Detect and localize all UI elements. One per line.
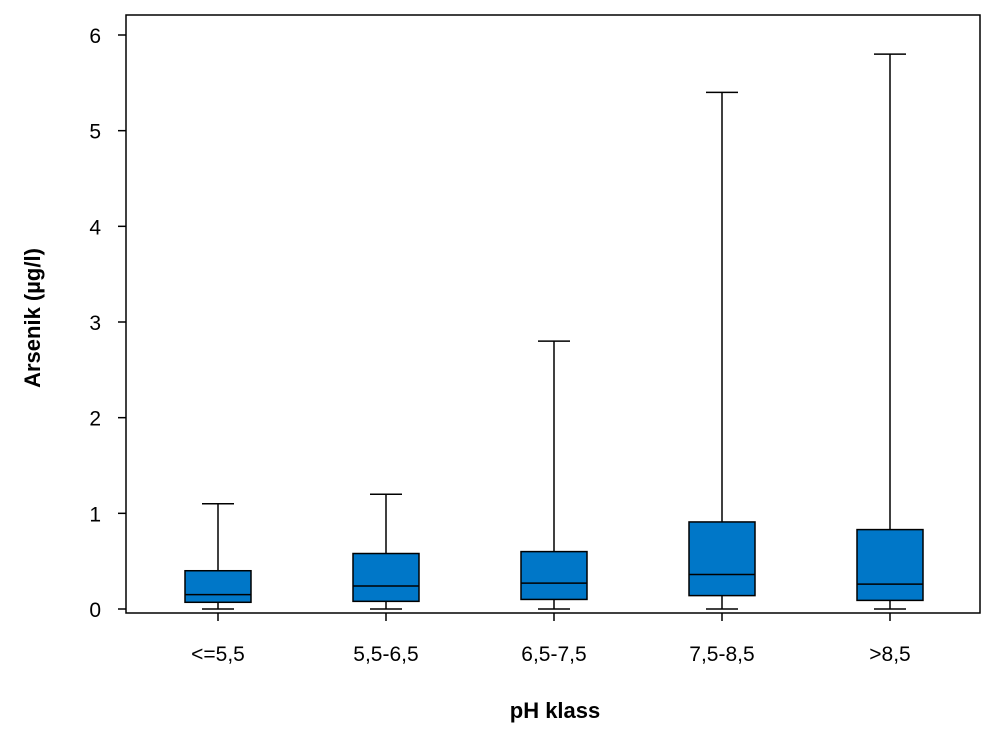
- iqr-box: [184, 569, 252, 604]
- box-group: [688, 91, 756, 610]
- y-axis-title: Arsenik (µg/l): [20, 248, 45, 388]
- y-tick-label: 1: [89, 503, 101, 526]
- iqr-box: [688, 521, 756, 597]
- box-group: [352, 493, 420, 610]
- box-group: [856, 53, 924, 610]
- x-tick-label: 5,5-6,5: [353, 643, 418, 666]
- box-group: [184, 503, 252, 610]
- x-axis-title: pH klass: [510, 698, 601, 723]
- plot-frame: [125, 14, 981, 614]
- x-tick-label: 7,5-8,5: [689, 643, 754, 666]
- iqr-box: [520, 550, 588, 601]
- y-tick-label: 4: [89, 216, 101, 239]
- y-tick-label: 6: [89, 25, 101, 48]
- x-tick-label: 6,5-7,5: [521, 643, 586, 666]
- x-tick-label: >8,5: [869, 643, 910, 666]
- box-group: [520, 340, 588, 610]
- iqr-box: [352, 552, 420, 603]
- y-tick-label: 2: [89, 408, 101, 431]
- plot-area: 0 1 2 3 4 5 6 <=5,5 5,5-6,5 6,5-7,5 7,5-8,5 >8,5: [89, 14, 981, 666]
- iqr-box: [856, 528, 924, 602]
- y-tick-label: 3: [89, 312, 101, 335]
- y-tick-label: 0: [89, 599, 101, 622]
- x-tick-label: <=5,5: [191, 643, 245, 666]
- y-tick-label: 5: [89, 121, 101, 144]
